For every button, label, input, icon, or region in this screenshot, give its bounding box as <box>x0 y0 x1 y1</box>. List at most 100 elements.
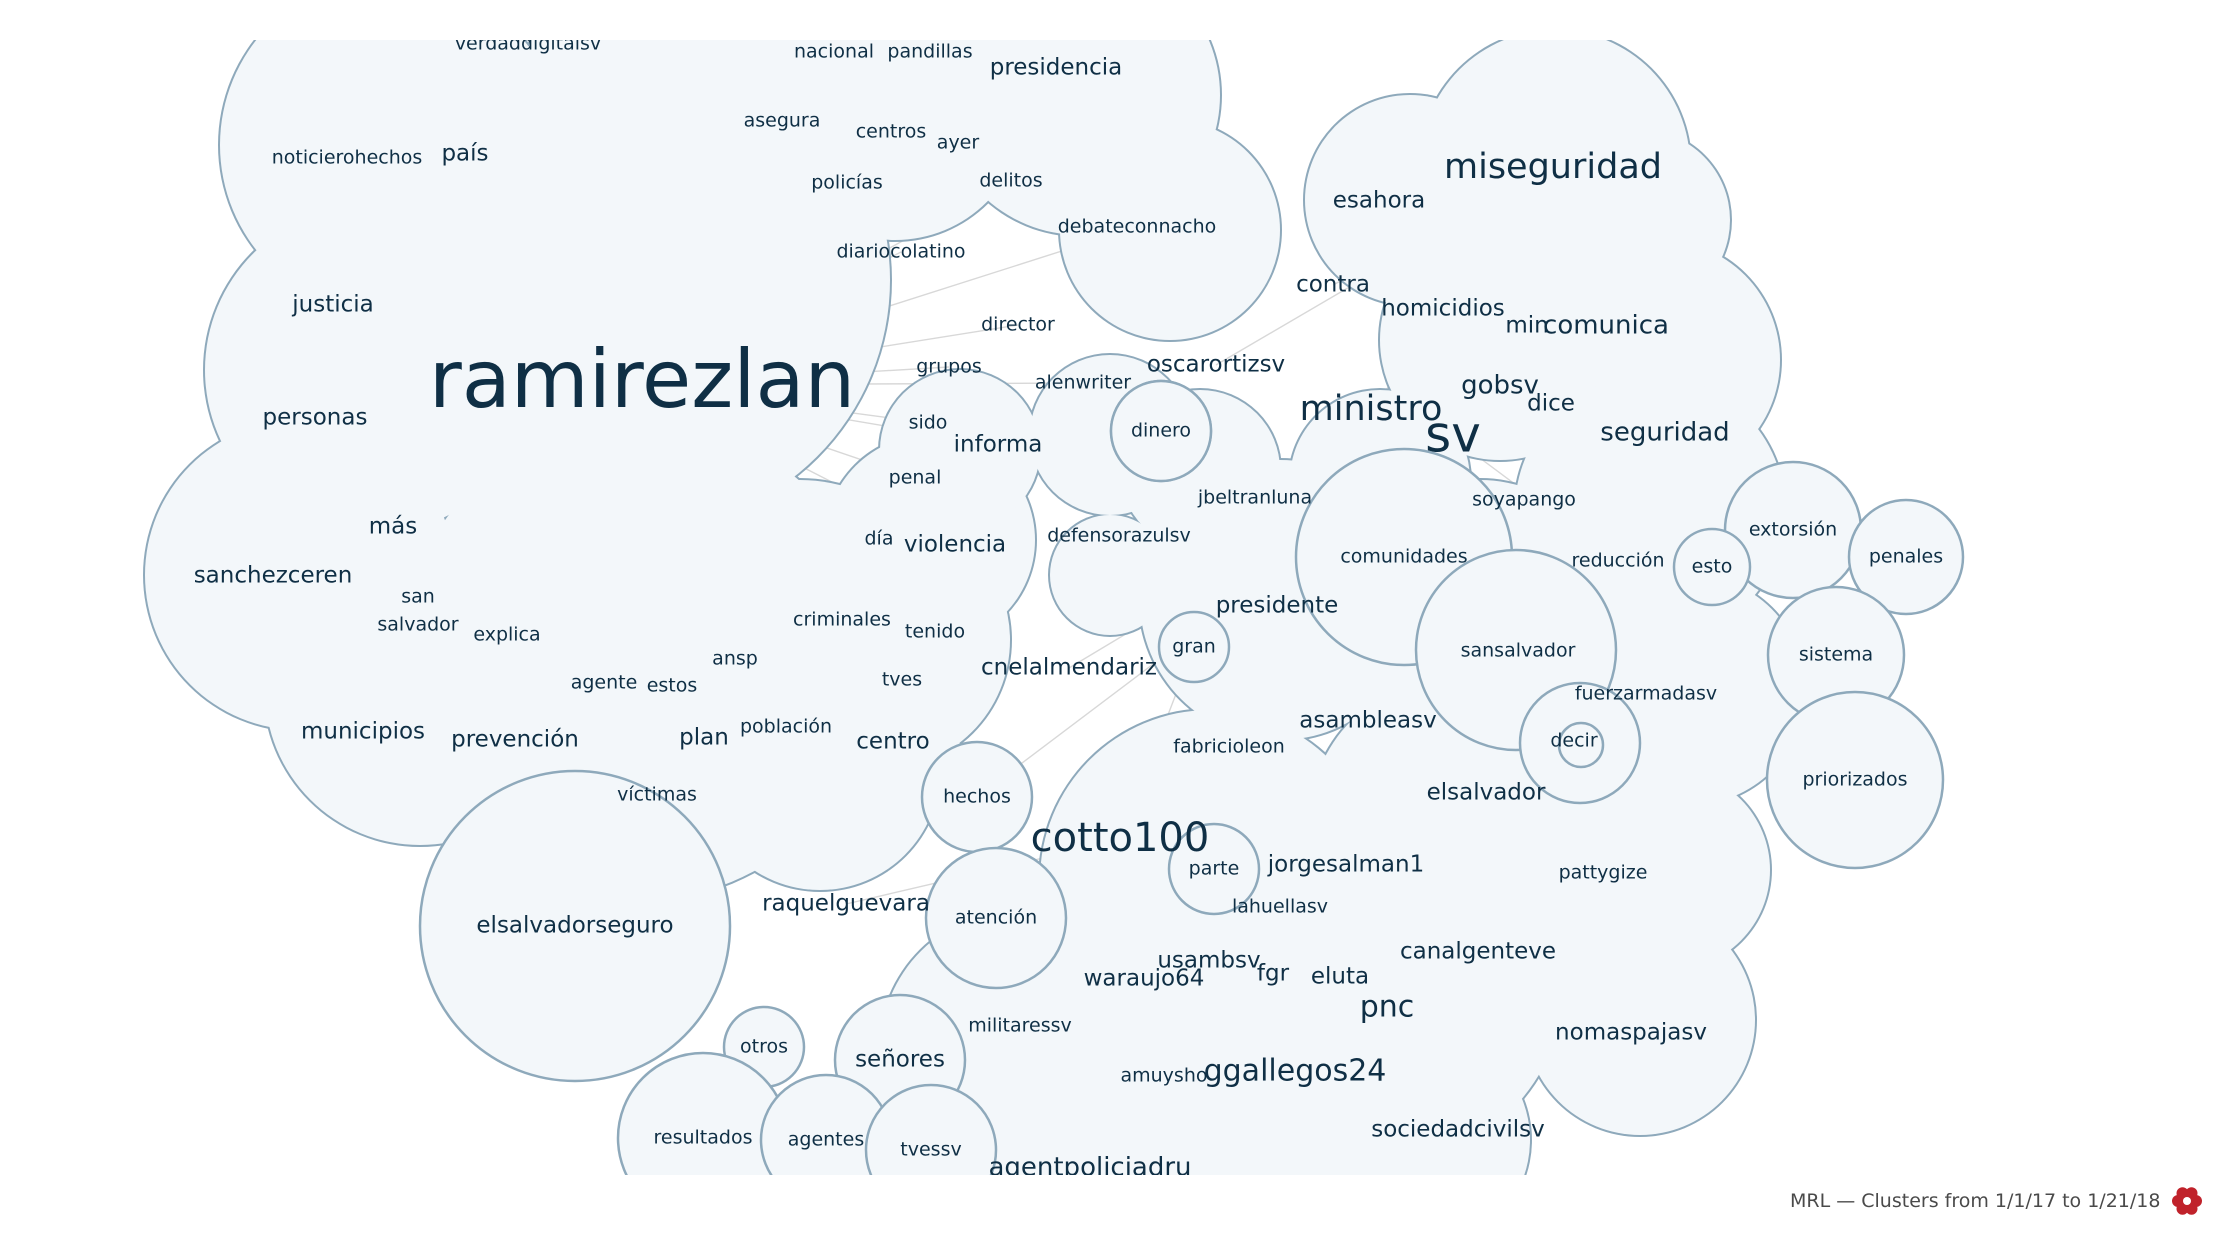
word-label[interactable]: violencia <box>904 532 1006 558</box>
word-label[interactable]: defensorazulsv <box>1047 525 1191 547</box>
word-label[interactable]: pnc <box>1360 990 1415 1025</box>
word-label[interactable]: soyapango <box>1472 489 1576 511</box>
word-label[interactable]: presidente <box>1216 593 1339 619</box>
word-label[interactable]: resultados <box>654 1127 753 1149</box>
word-label[interactable]: diariocolatino <box>836 241 965 263</box>
word-label[interactable]: cnelalmendariz <box>981 655 1157 681</box>
word-label[interactable]: dice <box>1527 391 1575 417</box>
word-label[interactable]: sistema <box>1799 644 1873 666</box>
word-label[interactable]: esto <box>1692 556 1733 578</box>
word-label[interactable]: salvador <box>377 614 458 636</box>
word-label[interactable]: director <box>981 314 1055 336</box>
word-label[interactable]: dinero <box>1131 420 1191 442</box>
word-label[interactable]: señores <box>855 1047 945 1073</box>
word-label[interactable]: asegura <box>744 110 821 132</box>
word-label[interactable]: extorsión <box>1749 519 1837 541</box>
word-label[interactable]: nomaspajasv <box>1555 1020 1707 1046</box>
word-label[interactable]: lahuellasv <box>1232 896 1328 918</box>
word-label[interactable]: prevención <box>451 727 579 753</box>
word-label[interactable]: municipios <box>301 719 425 745</box>
word-label[interactable]: jorgesalman1 <box>1267 852 1424 878</box>
word-label[interactable]: ministro <box>1300 389 1443 429</box>
word-label[interactable]: atención <box>955 907 1037 929</box>
word-label[interactable]: día <box>865 528 894 550</box>
word-label[interactable]: pattygize <box>1559 862 1648 884</box>
word-label[interactable]: esahora <box>1333 188 1425 214</box>
word-label[interactable]: presidencia <box>990 55 1123 81</box>
word-label[interactable]: penales <box>1869 546 1943 568</box>
word-label[interactable]: reducción <box>1571 550 1664 572</box>
word-label[interactable]: cotto100 <box>1031 815 1210 861</box>
word-label[interactable]: centros <box>856 121 927 143</box>
word-label[interactable]: explica <box>473 624 540 646</box>
word-label[interactable]: nacional <box>794 41 874 63</box>
word-label[interactable]: oscarortizsv <box>1147 352 1285 378</box>
word-label[interactable]: víctimas <box>617 784 697 806</box>
word-label[interactable]: min <box>1505 313 1548 339</box>
word-label[interactable]: otros <box>740 1036 788 1058</box>
word-label[interactable]: elsalvador <box>1427 780 1546 806</box>
word-label[interactable]: informa <box>954 432 1043 458</box>
word-label[interactable]: waraujo64 <box>1084 966 1205 992</box>
word-label[interactable]: centro <box>856 729 929 755</box>
word-label[interactable]: comunidades <box>1340 546 1467 568</box>
word-label[interactable]: raquelguevara <box>762 891 930 917</box>
word-label[interactable]: estos <box>647 675 698 697</box>
word-label[interactable]: gobsv <box>1461 371 1539 401</box>
word-label[interactable]: agente <box>571 672 638 694</box>
word-label[interactable]: sido <box>909 412 948 434</box>
word-label[interactable]: fgr <box>1257 961 1290 987</box>
word-label[interactable]: pandillas <box>887 41 972 63</box>
word-label[interactable]: gran <box>1172 636 1216 658</box>
word-label[interactable]: militaressv <box>968 1015 1072 1037</box>
word-label[interactable]: priorizados <box>1802 769 1907 791</box>
word-label[interactable]: tves <box>882 669 922 691</box>
word-label[interactable]: sv <box>1425 406 1481 464</box>
word-label[interactable]: sansalvador <box>1461 640 1576 662</box>
word-label[interactable]: grupos <box>916 356 982 378</box>
word-label[interactable]: contra <box>1296 272 1370 298</box>
word-label[interactable]: población <box>740 716 832 738</box>
word-label[interactable]: tvessv <box>900 1139 961 1161</box>
word-label[interactable]: debateconnacho <box>1058 216 1217 238</box>
word-label[interactable]: elsalvadorseguro <box>476 913 673 939</box>
word-label[interactable]: ramirezlan <box>429 333 855 426</box>
word-label[interactable]: verdaddigitalsv <box>455 33 601 55</box>
word-label[interactable]: homicidios <box>1381 296 1505 322</box>
word-label[interactable]: policías <box>811 172 883 194</box>
word-label[interactable]: alenwriter <box>1035 372 1131 394</box>
word-label[interactable]: más <box>369 514 417 540</box>
word-label[interactable]: usambsv <box>1157 948 1260 974</box>
word-label[interactable]: hechos <box>943 786 1011 808</box>
word-label[interactable]: ansp <box>712 648 758 670</box>
word-label[interactable]: miseguridad <box>1444 147 1662 187</box>
word-label[interactable]: tenido <box>905 621 965 643</box>
word-label[interactable]: penal <box>889 467 942 489</box>
word-label[interactable]: agentpoliciadru <box>988 1153 1191 1183</box>
word-bubble <box>1847 498 1965 616</box>
word-label[interactable]: ggallegos24 <box>1204 1054 1387 1089</box>
word-label[interactable]: jbeltranluna <box>1197 487 1312 509</box>
word-label[interactable]: parte <box>1189 858 1240 880</box>
word-label[interactable]: fuerzarmadasv <box>1575 683 1717 705</box>
word-label[interactable]: amuysho <box>1120 1065 1207 1087</box>
word-label[interactable]: san <box>401 586 435 608</box>
word-label[interactable]: justicia <box>291 292 374 318</box>
word-label[interactable]: personas <box>263 405 368 431</box>
word-label[interactable]: asambleasv <box>1299 708 1436 734</box>
word-label[interactable]: ayer <box>937 132 980 154</box>
word-label[interactable]: país <box>441 141 488 167</box>
word-label[interactable]: sociedadcivilsv <box>1371 1117 1545 1143</box>
word-label[interactable]: sanchezceren <box>194 563 353 589</box>
word-label[interactable]: delitos <box>979 170 1042 192</box>
word-label[interactable]: canalgenteve <box>1400 939 1556 965</box>
word-label[interactable]: seguridad <box>1600 418 1729 448</box>
word-label[interactable]: agentes <box>788 1129 864 1151</box>
word-label[interactable]: comunica <box>1543 311 1669 341</box>
word-label[interactable]: noticierohechos <box>272 147 423 169</box>
word-label[interactable]: fabricioleon <box>1173 736 1284 758</box>
word-label[interactable]: eluta <box>1311 964 1369 990</box>
word-label[interactable]: decir <box>1550 730 1597 752</box>
word-label[interactable]: plan <box>679 725 729 751</box>
word-label[interactable]: criminales <box>793 609 891 631</box>
